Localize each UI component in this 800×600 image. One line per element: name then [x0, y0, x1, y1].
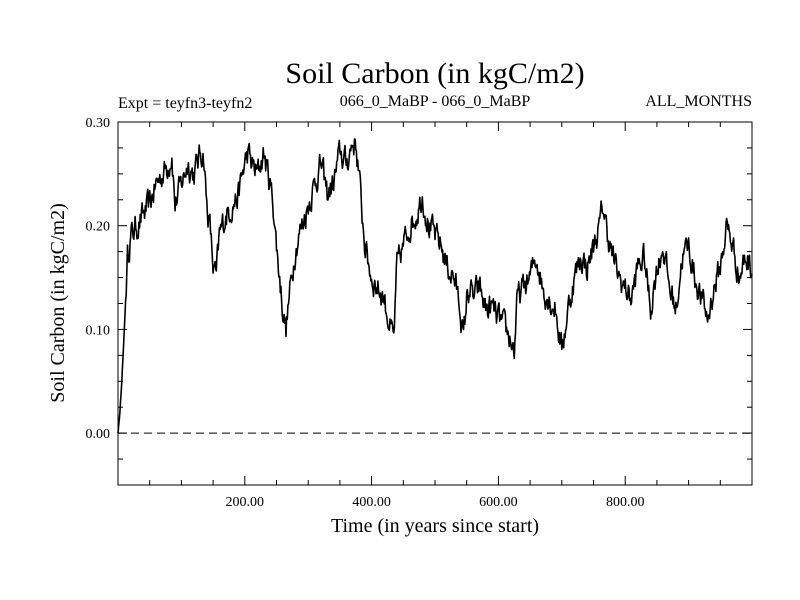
- y-tick-label: 0.30: [86, 116, 111, 131]
- chart-title: Soil Carbon (in kgC/m2): [285, 57, 584, 90]
- x-tick-label: 400.00: [352, 495, 391, 510]
- period-label: 066_0_MaBP - 066_0_MaBP: [340, 93, 531, 110]
- expt-label: Expt = teyfn3-teyfn2: [118, 95, 252, 112]
- x-tick-label: 600.00: [479, 495, 518, 510]
- y-tick-label: 0.00: [86, 427, 111, 442]
- series-line-soil-carbon: [117, 138, 753, 434]
- x-tick-label: 200.00: [226, 495, 265, 510]
- x-tick-label: 800.00: [606, 495, 645, 510]
- months-label: ALL_MONTHS: [645, 93, 752, 110]
- plot-frame: [117, 121, 753, 486]
- x-axis-label: Time (in years since start): [331, 515, 539, 537]
- y-tick-label: 0.20: [86, 220, 111, 235]
- y-tick-label: 0.10: [86, 323, 111, 338]
- y-axis-label: Soil Carbon (in kgC/m2): [47, 203, 69, 402]
